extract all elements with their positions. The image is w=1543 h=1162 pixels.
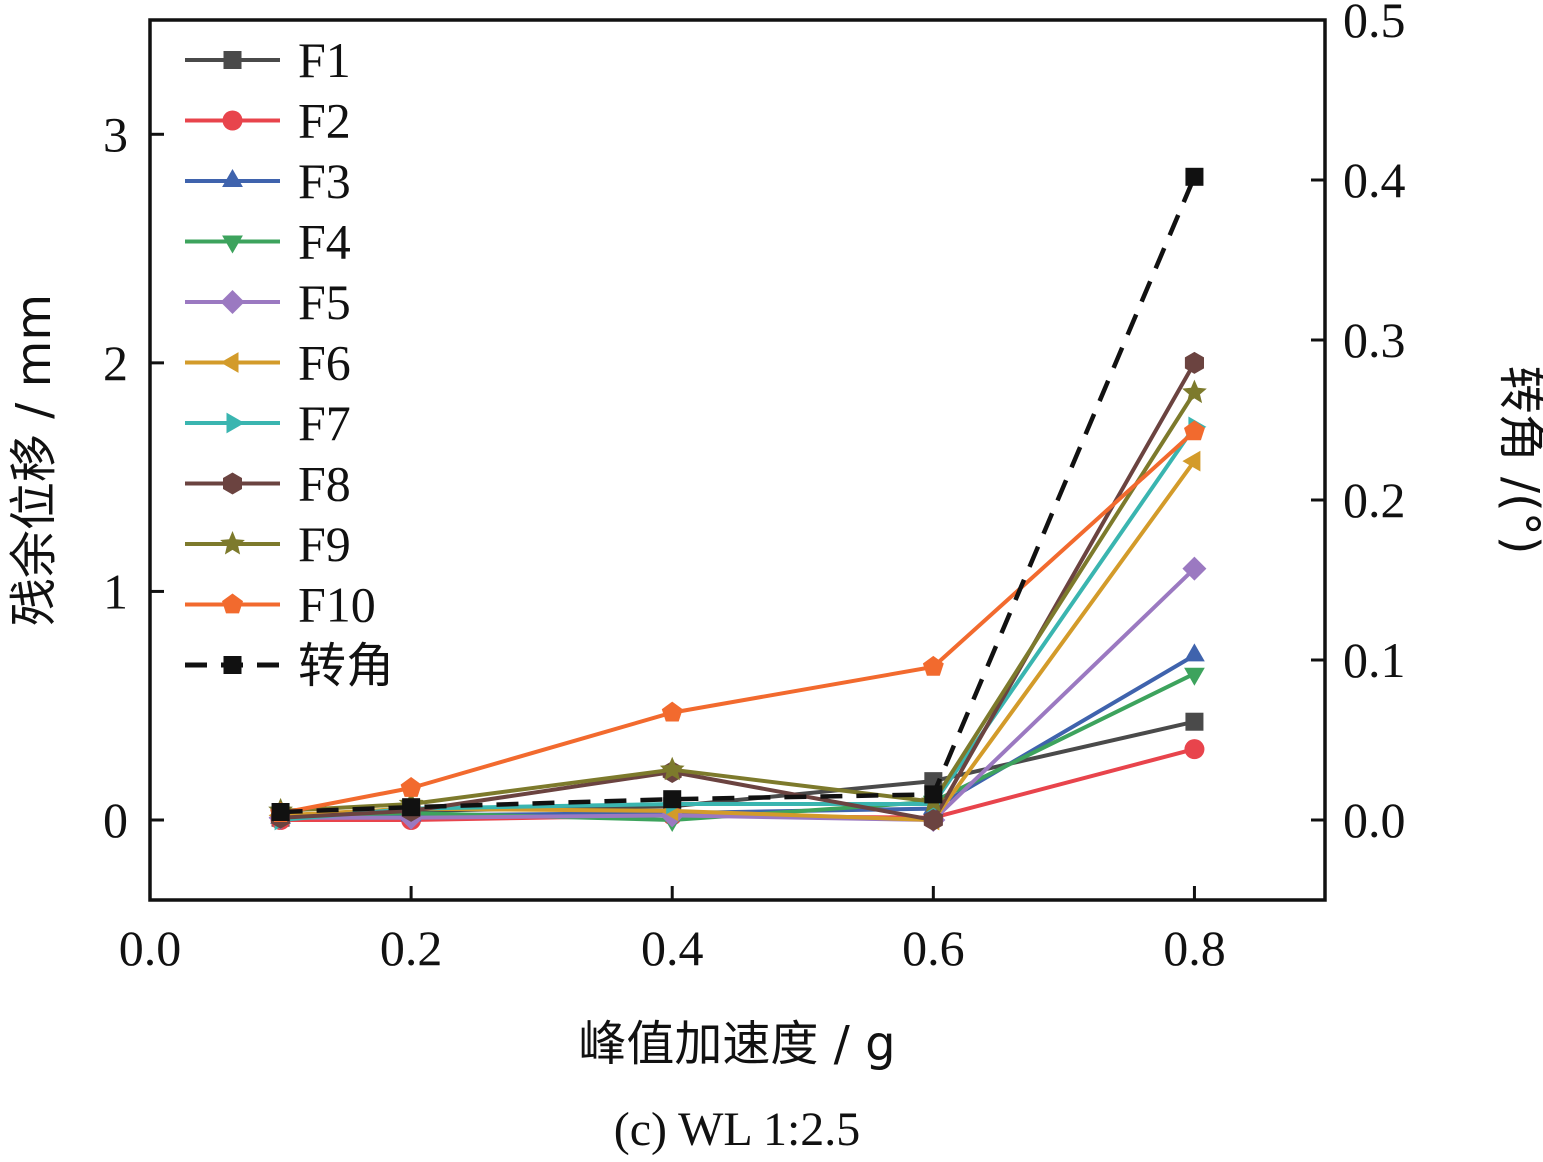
legend-item: F10	[185, 577, 376, 633]
y2-tick-label: 0.3	[1343, 312, 1406, 368]
legend-swatch-marker	[222, 110, 243, 131]
legend-label: F10	[298, 577, 376, 633]
legend-swatch-marker	[220, 531, 245, 555]
legend-item: F3	[185, 153, 351, 209]
legend-label: F2	[298, 93, 351, 149]
data-point	[1184, 420, 1205, 441]
legend-label: 转角	[298, 638, 394, 694]
y2-tick-label: 0.2	[1343, 472, 1406, 528]
legend-swatch-marker	[223, 656, 242, 674]
axis-ticks: 0.0 0.2 0.4 0.6 0.8 0 1 2 3 0.0 0.1 0.2 0.3 0.4 0.5	[103, 0, 1406, 976]
legend-label: F6	[298, 335, 351, 391]
x-tick-label: 0.2	[380, 920, 443, 976]
plot-frame	[148, 18, 1327, 902]
series-f7	[274, 416, 1207, 831]
legend-swatch-marker	[220, 290, 245, 314]
x-tick-label: 0.0	[119, 920, 182, 976]
legend-item: F8	[185, 456, 351, 512]
series-line	[280, 425, 1197, 822]
legend-swatch-marker	[226, 412, 245, 434]
data-point	[659, 756, 685, 781]
legend-swatch-marker	[222, 235, 243, 254]
legend-swatch-marker	[220, 352, 239, 373]
y-tick-label: 1	[103, 563, 128, 619]
legend-item: F2	[185, 93, 351, 149]
data-point	[1182, 450, 1201, 472]
legend-label: F4	[298, 214, 351, 270]
legend-swatch-marker	[222, 169, 243, 187]
x-axis-label: 峰值加速度 / g	[578, 1016, 895, 1072]
y2-tick-label: 0.1	[1343, 632, 1406, 688]
legend-item: F5	[185, 274, 351, 330]
legend-swatch-marker	[223, 472, 242, 495]
data-point	[1184, 739, 1205, 760]
series-f8	[271, 351, 1204, 831]
data-point	[663, 790, 682, 809]
legend-label: F8	[298, 456, 351, 512]
x-tick-label: 0.8	[1163, 920, 1226, 976]
legend-item: F6	[185, 335, 351, 391]
data-point	[1184, 643, 1205, 662]
data-point	[1184, 667, 1205, 686]
legend-label: F9	[298, 516, 351, 572]
legend-label: F7	[298, 395, 351, 451]
data-point	[1182, 379, 1207, 404]
legend-label: F5	[298, 274, 351, 330]
legend-item: F9	[185, 516, 351, 572]
y-axis-label: 残余位移 / mm	[6, 294, 62, 626]
data-point	[1184, 351, 1204, 374]
y-tick-label: 0	[103, 792, 128, 848]
data-point	[402, 798, 421, 817]
y2-tick-label: 0.0	[1343, 792, 1406, 848]
data-point	[924, 785, 943, 804]
x-tick-label: 0.4	[641, 920, 704, 976]
series-f6	[268, 450, 1201, 831]
legend-swatch-marker	[223, 51, 242, 69]
legend-item: F4	[185, 214, 351, 270]
data-point	[1182, 556, 1207, 581]
series-f9	[268, 379, 1207, 822]
chart-caption: (c) WL 1:2.5	[614, 1103, 861, 1156]
data-point	[923, 809, 943, 831]
legend-item: 转角	[185, 638, 394, 694]
legend-item: F1	[185, 32, 351, 88]
series-group	[268, 167, 1207, 832]
legend-label: F1	[298, 32, 351, 88]
data-point	[1185, 167, 1204, 186]
series-series-10	[271, 167, 1204, 821]
y2-tick-label: 0.5	[1343, 0, 1406, 48]
legend-swatch-marker	[222, 593, 243, 614]
data-point	[922, 655, 944, 676]
data-point	[400, 777, 422, 797]
y-tick-label: 2	[103, 335, 128, 391]
y2-axis-label: 转角 /(°)	[1493, 366, 1543, 555]
y2-tick-label: 0.4	[1343, 152, 1406, 208]
series-line	[280, 175, 1197, 815]
legend-item: F7	[185, 395, 351, 451]
y-tick-label: 3	[103, 106, 128, 162]
legend-label: F3	[298, 153, 351, 209]
data-point	[1185, 712, 1204, 731]
data-point	[271, 803, 290, 821]
x-tick-label: 0.6	[902, 920, 965, 976]
series-line	[280, 459, 1197, 822]
data-point	[661, 701, 683, 722]
